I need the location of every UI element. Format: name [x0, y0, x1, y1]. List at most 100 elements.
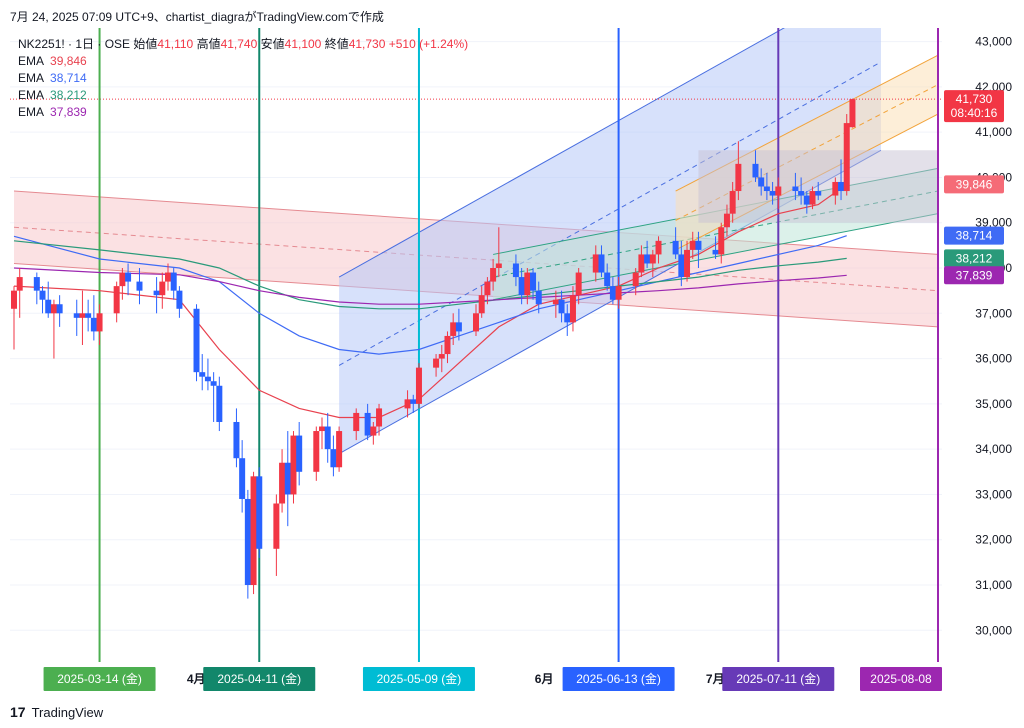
candle-body	[244, 498, 251, 586]
candle	[598, 245, 605, 278]
candle	[678, 240, 685, 287]
candle-body	[438, 354, 445, 359]
candle-body	[752, 163, 759, 178]
blue-channel-edge	[338, 28, 785, 278]
candle-body	[609, 286, 616, 300]
candle	[170, 268, 177, 300]
ema-legend-4[interactable]: EMA 37,839	[18, 104, 468, 121]
candle-body	[204, 376, 211, 382]
candle-body	[79, 313, 86, 318]
open-value: 41,110	[157, 37, 194, 51]
candle-body	[678, 254, 685, 278]
candle	[353, 408, 360, 441]
ema-legend-2[interactable]: EMA 38,714	[18, 70, 468, 87]
candle	[695, 231, 702, 269]
y-tick-label: 32,000	[975, 533, 1012, 547]
tradingview-logo[interactable]: 17	[10, 704, 26, 720]
candle-body	[524, 272, 531, 296]
ema-legend-1[interactable]: EMA 39,846	[18, 53, 468, 70]
candle	[775, 177, 782, 210]
price-tag-bg	[944, 226, 1004, 245]
y-tick-label: 39,000	[975, 216, 1012, 230]
candle-body	[415, 367, 422, 404]
y-tick-label: 36,000	[975, 352, 1012, 366]
candle	[370, 421, 377, 445]
candle	[324, 412, 331, 463]
candle-body	[598, 254, 605, 273]
candle-body	[199, 372, 206, 377]
date-marker-tag: 2025-06-13 (金)	[562, 667, 675, 691]
candle-body	[763, 186, 770, 192]
candle-body	[729, 191, 736, 214]
candle-body	[444, 335, 451, 355]
candle	[330, 435, 337, 477]
candle	[763, 172, 770, 201]
candle	[672, 227, 679, 259]
candle	[569, 286, 576, 332]
candle	[604, 263, 611, 291]
candle	[478, 286, 485, 318]
candle-body	[849, 99, 856, 128]
candle	[16, 268, 23, 318]
candle	[735, 141, 742, 201]
candle	[484, 277, 491, 305]
price-tag: 37,839	[944, 266, 1004, 285]
candle	[792, 172, 799, 201]
candle	[45, 281, 52, 318]
candle	[336, 426, 343, 472]
candle	[210, 372, 217, 422]
candle-body	[684, 249, 691, 278]
date-marker-label: 2025-05-09 (金)	[377, 671, 462, 686]
y-tick-label: 30,000	[975, 623, 1012, 637]
candle-body	[455, 322, 462, 332]
tradingview-brand[interactable]: TradingView	[31, 704, 104, 720]
candle-body	[530, 272, 537, 291]
candle-body	[330, 449, 337, 468]
date-marker-tag: 2025-03-14 (金)	[43, 667, 156, 691]
candle	[632, 268, 639, 296]
candle-body	[809, 191, 816, 205]
candle	[404, 390, 411, 418]
candle	[473, 304, 479, 336]
candle-body	[758, 177, 765, 187]
candle	[79, 290, 86, 345]
candle-body	[712, 249, 719, 255]
candle	[718, 222, 725, 264]
candle	[284, 431, 291, 527]
candle	[296, 421, 303, 486]
candle	[239, 440, 246, 513]
candle	[125, 263, 132, 296]
candle-body	[552, 299, 559, 305]
candle	[644, 240, 651, 269]
ema-label: EMA	[18, 71, 45, 85]
candle-body	[165, 272, 171, 282]
date-marker-tag: 2025-04-11 (金)	[203, 667, 316, 691]
high-value: 41,740	[220, 37, 258, 51]
candle	[712, 236, 719, 259]
candle	[73, 299, 80, 336]
candle-body	[803, 195, 810, 205]
candle	[535, 281, 542, 314]
candle-body	[250, 476, 257, 586]
date-marker-tag: 2025-07-11 (金)	[722, 667, 835, 691]
plot-area	[10, 28, 942, 662]
candle-body	[535, 290, 542, 305]
ema-legend-3[interactable]: EMA 38,212	[18, 87, 468, 104]
date-marker-label: 2025-04-11 (金)	[217, 671, 301, 686]
x-month-label: 7月	[706, 672, 725, 686]
candle-body	[569, 295, 576, 323]
candle-body	[159, 281, 166, 296]
y-tick-label: 41,000	[975, 125, 1012, 139]
candle-body	[792, 186, 799, 192]
candle-body	[615, 286, 622, 300]
candle-body	[838, 181, 845, 192]
candle	[233, 408, 240, 468]
candle	[809, 186, 816, 210]
candle	[279, 449, 286, 513]
x-month-label: 4月	[187, 672, 206, 686]
candle-body	[769, 191, 776, 196]
high-label: 高値	[196, 37, 221, 51]
candle-body	[11, 290, 17, 309]
symbol-label[interactable]: NK2251! · 1日 · OSE	[18, 37, 131, 51]
